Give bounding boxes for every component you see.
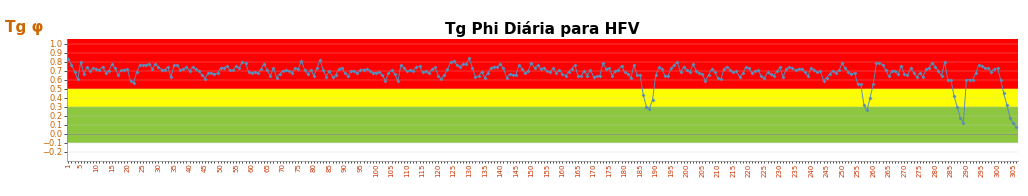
Bar (67, 89, 1018, 107)
Bar (67, 143, 1018, 161)
Bar (67, 107, 1018, 143)
Bar (67, 39, 1018, 89)
Text: Tg φ: Tg φ (5, 20, 43, 35)
Title: Tg Phi Diária para HFV: Tg Phi Diária para HFV (445, 21, 639, 37)
